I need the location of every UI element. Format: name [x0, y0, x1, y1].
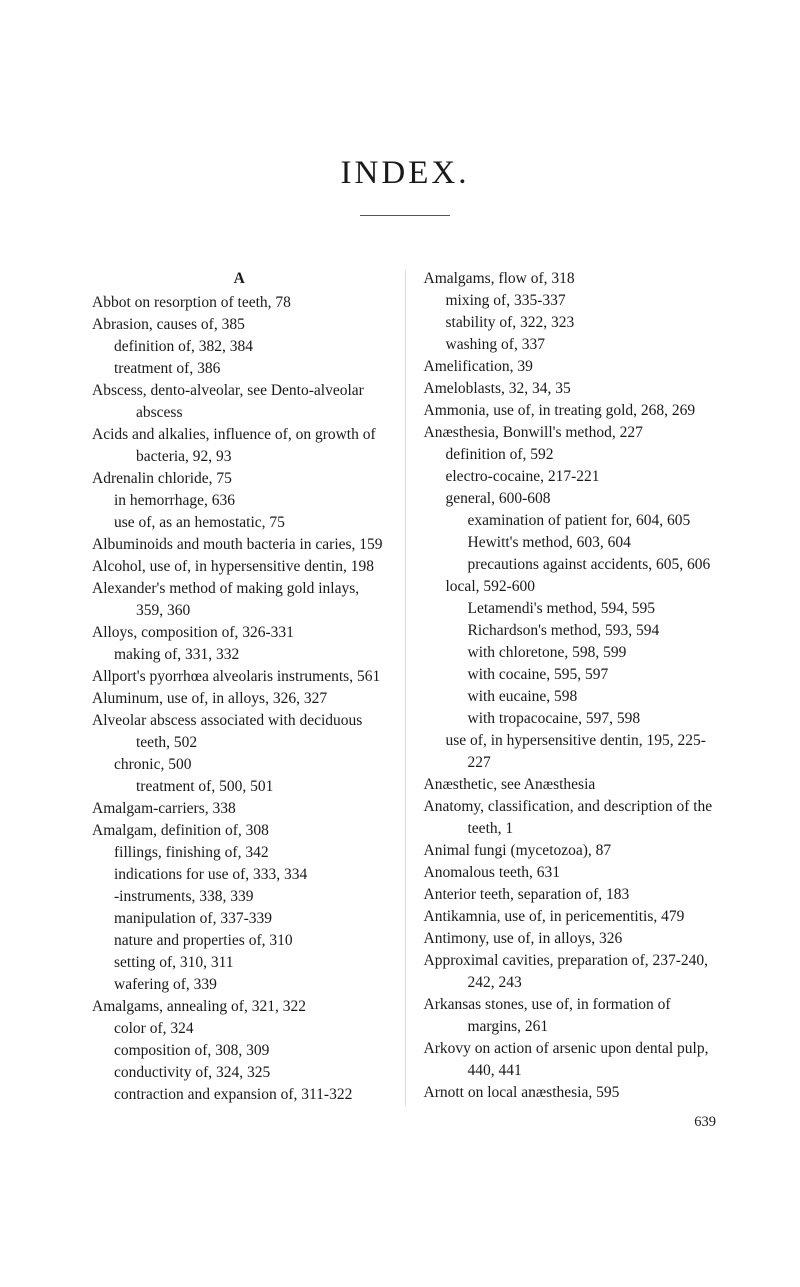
- index-entry: Arkansas stones, use of, in formation of…: [424, 994, 719, 1038]
- index-entry: Amalgams, annealing of, 321, 322: [92, 996, 387, 1018]
- index-entry: Hewitt's method, 603, 604: [424, 532, 719, 554]
- index-entry: wafering of, 339: [92, 974, 387, 996]
- index-entry: Alcohol, use of, in hypersensitive denti…: [92, 556, 387, 578]
- index-entry: making of, 331, 332: [92, 644, 387, 666]
- index-entry: treatment of, 386: [92, 358, 387, 380]
- index-entry: chronic, 500: [92, 754, 387, 776]
- index-entry: Richardson's method, 593, 594: [424, 620, 719, 642]
- index-entry: Amalgam, definition of, 308: [92, 820, 387, 842]
- index-entry: Abbot on resorption of teeth, 78: [92, 292, 387, 314]
- index-entry: use of, in hypersensitive dentin, 195, 2…: [424, 730, 719, 774]
- right-column: Amalgams, flow of, 318mixing of, 335-337…: [424, 268, 719, 1106]
- index-entry: Anterior teeth, separation of, 183: [424, 884, 719, 906]
- index-entry: mixing of, 335-337: [424, 290, 719, 312]
- index-columns: A Abbot on resorption of teeth, 78Abrasi…: [92, 268, 718, 1106]
- index-entry: conductivity of, 324, 325: [92, 1062, 387, 1084]
- page-number: 639: [92, 1112, 718, 1133]
- index-entry: stability of, 322, 323: [424, 312, 719, 334]
- index-entry: Amelification, 39: [424, 356, 719, 378]
- index-entry: Abrasion, causes of, 385: [92, 314, 387, 336]
- index-entry: Albuminoids and mouth bacteria in caries…: [92, 534, 387, 556]
- index-entry: Ammonia, use of, in treating gold, 268, …: [424, 400, 719, 422]
- index-entry: examination of patient for, 604, 605: [424, 510, 719, 532]
- index-entry: Amalgam-carriers, 338: [92, 798, 387, 820]
- index-entry: washing of, 337: [424, 334, 719, 356]
- column-divider: [405, 270, 406, 1106]
- index-entry: with tropacocaine, 597, 598: [424, 708, 719, 730]
- index-entry: color of, 324: [92, 1018, 387, 1040]
- index-entry: Anæsthetic, see Anæsthesia: [424, 774, 719, 796]
- index-entry: Antikamnia, use of, in pericementitis, 4…: [424, 906, 719, 928]
- index-entry: Alexander's method of making gold inlays…: [92, 578, 387, 622]
- index-entry: manipulation of, 337-339: [92, 908, 387, 930]
- title-rule: [360, 215, 450, 216]
- index-entry: Alloys, composition of, 326-331: [92, 622, 387, 644]
- index-entry: Abscess, dento-alveolar, see Dento-alveo…: [92, 380, 387, 424]
- index-entry: use of, as an hemostatic, 75: [92, 512, 387, 534]
- index-entry: Arkovy on action of arsenic upon dental …: [424, 1038, 719, 1082]
- index-entry: indications for use of, 333, 334: [92, 864, 387, 886]
- index-entry: with eucaine, 598: [424, 686, 719, 708]
- page-title: INDEX.: [92, 150, 718, 197]
- index-entry: -instruments, 338, 339: [92, 886, 387, 908]
- index-entry: Allport's pyorrhœa alveolaris instrument…: [92, 666, 387, 688]
- index-entry: with chloretone, 598, 599: [424, 642, 719, 664]
- index-entry: precautions against accidents, 605, 606: [424, 554, 719, 576]
- index-entry: in hemorrhage, 636: [92, 490, 387, 512]
- index-entry: Approximal cavities, preparation of, 237…: [424, 950, 719, 994]
- index-entry: Letamendi's method, 594, 595: [424, 598, 719, 620]
- index-entry: general, 600-608: [424, 488, 719, 510]
- index-entry: Arnott on local anæsthesia, 595: [424, 1082, 719, 1104]
- index-entry: electro-cocaine, 217-221: [424, 466, 719, 488]
- index-entry: local, 592-600: [424, 576, 719, 598]
- index-entry: treatment of, 500, 501: [92, 776, 387, 798]
- index-entry: definition of, 382, 384: [92, 336, 387, 358]
- index-entry: composition of, 308, 309: [92, 1040, 387, 1062]
- index-entry: Alveolar abscess associated with deciduo…: [92, 710, 387, 754]
- index-entry: nature and properties of, 310: [92, 930, 387, 952]
- index-entry: Anæsthesia, Bonwill's method, 227: [424, 422, 719, 444]
- left-column: A Abbot on resorption of teeth, 78Abrasi…: [92, 268, 387, 1106]
- index-entry: Antimony, use of, in alloys, 326: [424, 928, 719, 950]
- index-entry: Aluminum, use of, in alloys, 326, 327: [92, 688, 387, 710]
- title-rule-wrap: [92, 215, 718, 216]
- index-entry: with cocaine, 595, 597: [424, 664, 719, 686]
- section-letter-a: A: [92, 268, 387, 290]
- index-entry: Animal fungi (mycetozoa), 87: [424, 840, 719, 862]
- index-entry: Anomalous teeth, 631: [424, 862, 719, 884]
- index-entry: Anatomy, classification, and description…: [424, 796, 719, 840]
- index-entry: Ameloblasts, 32, 34, 35: [424, 378, 719, 400]
- index-entry: definition of, 592: [424, 444, 719, 466]
- index-entry: Acids and alkalies, influence of, on gro…: [92, 424, 387, 468]
- index-entry: setting of, 310, 311: [92, 952, 387, 974]
- index-entry: contraction and expansion of, 311-322: [92, 1084, 387, 1106]
- index-entry: Amalgams, flow of, 318: [424, 268, 719, 290]
- index-entry: fillings, finishing of, 342: [92, 842, 387, 864]
- index-entry: Adrenalin chloride, 75: [92, 468, 387, 490]
